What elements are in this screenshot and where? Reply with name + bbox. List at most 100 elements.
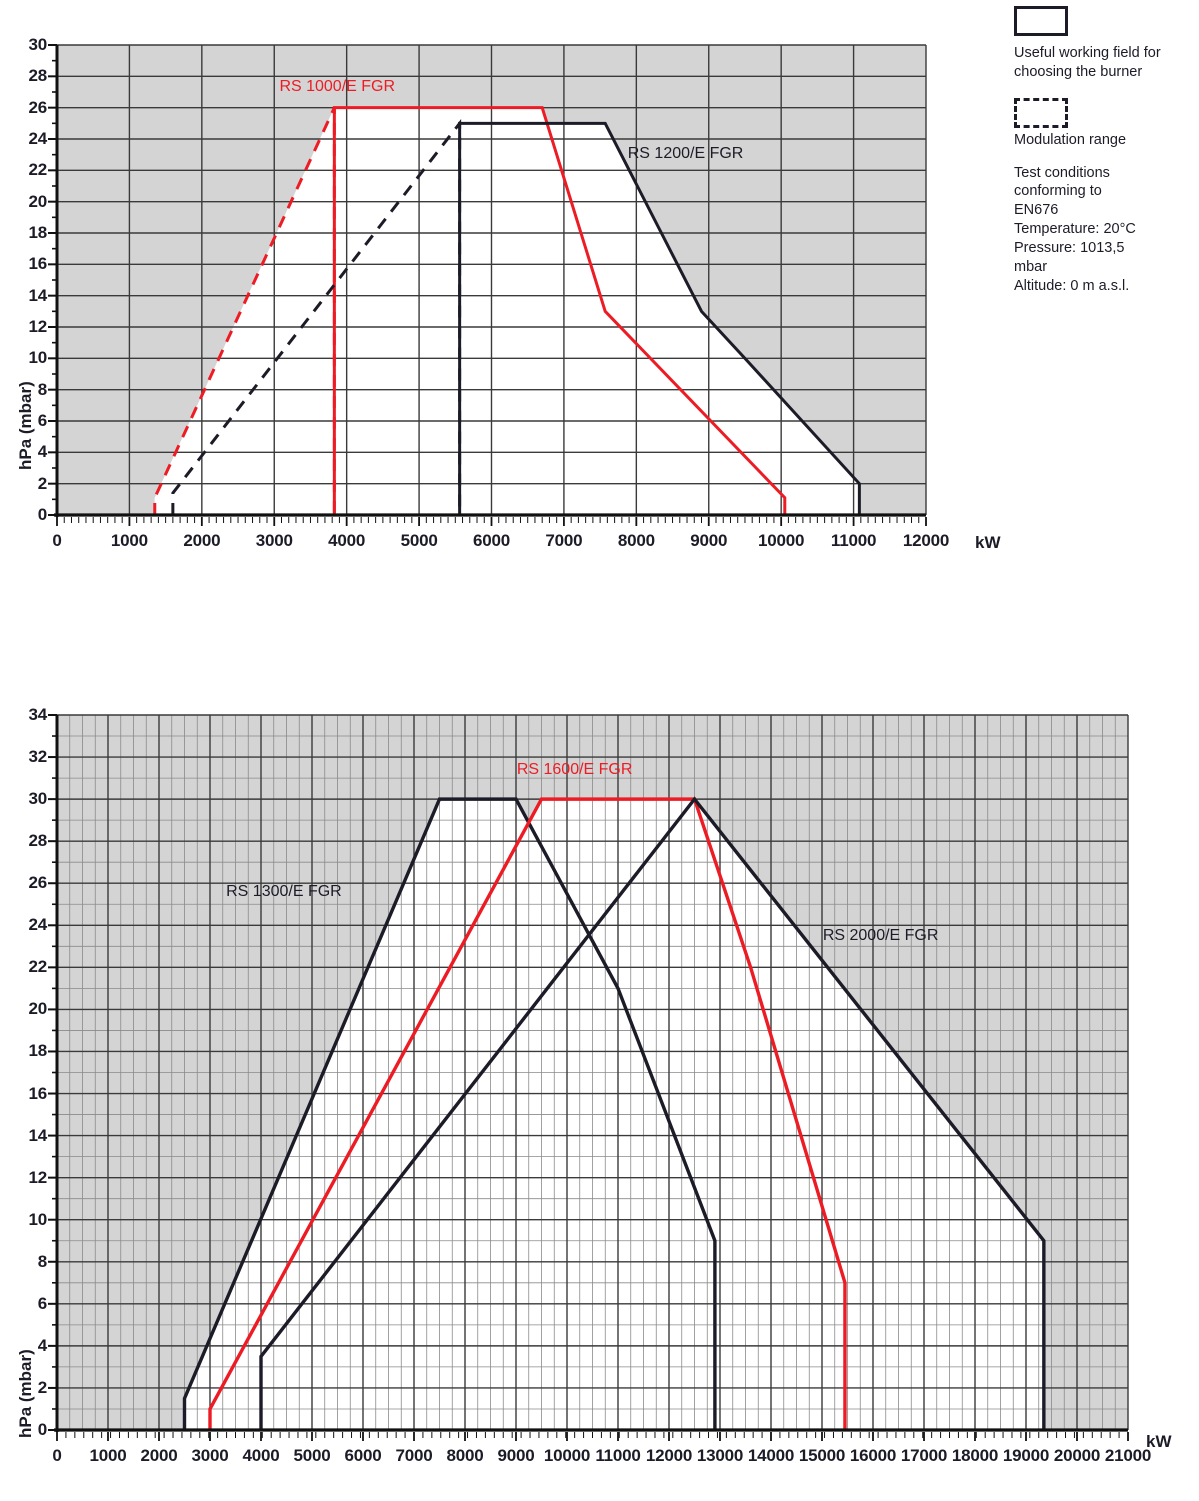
chart-upper-y-tick-label: 22 xyxy=(28,160,47,180)
chart-upper-y-tick-label: 0 xyxy=(37,505,47,524)
chart-lower-y-tick-label: 18 xyxy=(28,1041,47,1061)
legend-panel: Useful working field for choosing the bu… xyxy=(1014,6,1194,295)
chart-upper-y-tick-label: 8 xyxy=(37,379,47,399)
chart-upper-y-tick-label: 18 xyxy=(28,223,47,242)
series-label-0: RS 1300/E FGR xyxy=(226,882,342,900)
chart-lower-y-tick-label: 34 xyxy=(28,705,47,724)
test-conditions-line-6: Altitude: 0 m a.s.l. xyxy=(1014,277,1130,294)
y-axis-ticks xyxy=(48,714,57,1431)
chart-lower: hPa (mbar) kW 0 2 4 6 8 10 12 14 16 18 20 22 24 26 28 3… xyxy=(0,700,1199,1501)
chart-upper-x-tick-label: 3000 xyxy=(255,531,293,550)
test-conditions-line-5: mbar xyxy=(1014,258,1048,275)
chart-upper-x-tick-label: 10000 xyxy=(758,531,805,550)
test-conditions-line-4: Pressure: 1013,5 xyxy=(1014,239,1125,256)
chart-lower-x-tick-label: 15000 xyxy=(798,1446,846,1465)
chart-lower-x-tick-label: 4000 xyxy=(242,1446,280,1465)
chart-upper-x-tick-label: 6000 xyxy=(472,531,511,550)
chart-lower-x-tick-label: 14000 xyxy=(747,1446,795,1465)
test-conditions-line-1: conforming to xyxy=(1014,183,1102,200)
chart-lower-y-tick-label: 22 xyxy=(28,957,47,977)
chart-upper-y-tick-label: 16 xyxy=(28,254,47,274)
chart-lower-y-tick-label: 32 xyxy=(28,747,47,767)
chart-upper-x-tick-label: 0 xyxy=(52,531,62,550)
chart-lower-x-tick-label: 18000 xyxy=(951,1446,999,1465)
chart-lower-y-tick-label: 0 xyxy=(37,1420,47,1439)
chart-upper-x-tick-label: 2000 xyxy=(183,531,221,550)
chart-upper-plot xyxy=(48,44,927,526)
chart-upper-x-tick-label: 1000 xyxy=(110,531,148,550)
chart-upper-y-tick-label: 26 xyxy=(28,97,47,117)
useful-working-field-swatch xyxy=(1014,6,1068,36)
chart-lower-y-tick-label: 16 xyxy=(28,1083,47,1103)
test-conditions-line-2: EN676 xyxy=(1014,202,1059,219)
chart-lower-y-tick-label: 28 xyxy=(28,831,47,851)
chart-upper-x-tick-label: 8000 xyxy=(617,531,655,550)
series-label-0: RS 1000/E FGR xyxy=(279,77,396,95)
chart-lower-y-tick-label: 10 xyxy=(28,1209,47,1229)
chart-lower-x-tick-label: 0 xyxy=(52,1446,62,1465)
chart-lower-y-tick-label: 6 xyxy=(37,1293,47,1313)
test-conditions-line-0: Test conditions xyxy=(1014,164,1110,181)
chart-lower-y-tick-label: 2 xyxy=(37,1377,47,1397)
chart-lower-x-tick-label: 17000 xyxy=(900,1446,948,1465)
x-axis-ticks xyxy=(56,517,927,526)
chart-lower-x-tick-label: 19000 xyxy=(1002,1446,1050,1465)
chart-upper-y-tick-label: 28 xyxy=(28,66,47,86)
chart-lower-x-tick-label: 8000 xyxy=(446,1446,484,1465)
series-label-1: RS 1600/E FGR xyxy=(516,760,633,778)
chart-upper-y-tick-label: 30 xyxy=(28,35,47,54)
chart-upper-x-tick-label: 4000 xyxy=(328,531,366,550)
chart-lower-y-tick-label: 12 xyxy=(28,1167,47,1187)
chart-lower-x-tick-label: 20000 xyxy=(1053,1446,1101,1465)
test-conditions-line-3: Temperature: 20°C xyxy=(1014,221,1136,238)
chart-lower-x-tick-label: 10000 xyxy=(543,1446,591,1465)
chart-upper-y-tick-label: 12 xyxy=(28,317,47,336)
y-axis-ticks xyxy=(48,44,57,516)
chart-upper-y-tick-label: 4 xyxy=(37,442,47,462)
useful-working-field-label: Useful working field for choosing the bu… xyxy=(1014,45,1161,80)
chart-upper: hPa (mbar) kW 0 2 4 6 8 10 12 14 16 18 20 22 24 26 28 3… xyxy=(0,0,1010,570)
chart-lower-x-tick-label: 5000 xyxy=(293,1446,331,1465)
x-axis-ticks xyxy=(56,1432,1129,1441)
chart-upper-y-tick-label: 20 xyxy=(28,191,47,211)
grid-major xyxy=(56,714,1129,1431)
chart-lower-y-tick-label: 8 xyxy=(37,1251,47,1271)
series-outline-0 xyxy=(182,797,717,1430)
chart-lower-x-tick-label: 13000 xyxy=(696,1446,744,1465)
chart-lower-y-tick-label: 26 xyxy=(28,873,47,893)
grid-minor xyxy=(57,715,1128,1430)
test-conditions-block: Test conditions conforming to EN676 Temp… xyxy=(1014,164,1194,296)
series-outline-1 xyxy=(153,107,336,515)
chart-lower-y-tick-label: 24 xyxy=(28,915,47,935)
chart-lower-x-tick-label: 2000 xyxy=(140,1446,178,1465)
chart-lower-y-tick-label: 30 xyxy=(28,789,47,809)
chart-upper-x-axis-title: kW xyxy=(975,533,1001,552)
chart-upper-x-tick-label: 7000 xyxy=(545,531,583,550)
chart-upper-x-tick-label: 12000 xyxy=(902,531,950,550)
chart-lower-x-tick-label: 9000 xyxy=(497,1446,535,1465)
chart-upper-x-tick-label: 11000 xyxy=(830,531,877,550)
chart-lower-plot xyxy=(48,714,1129,1441)
chart-upper-y-tick-label: 14 xyxy=(28,285,47,305)
chart-upper-y-tick-label: 10 xyxy=(28,348,47,368)
chart-upper-y-tick-label: 6 xyxy=(37,411,47,430)
series-outline-3 xyxy=(171,118,462,515)
series-label-1: RS 1200/E FGR xyxy=(627,145,744,163)
chart-lower-x-axis-title: kW xyxy=(1146,1432,1172,1451)
chart-lower-y-tick-label: 4 xyxy=(37,1335,47,1355)
chart-upper-x-tick-label: 5000 xyxy=(400,531,438,550)
chart-lower-x-tick-label: 1000 xyxy=(89,1446,127,1465)
chart-upper-y-tick-label: 24 xyxy=(28,129,47,148)
series-outline-2 xyxy=(259,796,1046,1430)
series-label-2: RS 2000/E FGR xyxy=(822,926,939,944)
modulation-range-swatch xyxy=(1014,97,1068,128)
chart-lower-x-tick-label: 7000 xyxy=(395,1446,433,1465)
chart-upper-x-tick-label: 9000 xyxy=(690,531,728,550)
chart-lower-x-tick-label: 3000 xyxy=(191,1446,229,1465)
chart-lower-x-tick-label: 16000 xyxy=(849,1446,897,1465)
chart-lower-x-tick-label: 11000 xyxy=(595,1446,641,1465)
chart-lower-y-tick-label: 14 xyxy=(28,1125,47,1145)
chart-upper-y-tick-label: 2 xyxy=(37,473,47,493)
chart-lower-x-tick-label: 6000 xyxy=(344,1446,382,1465)
